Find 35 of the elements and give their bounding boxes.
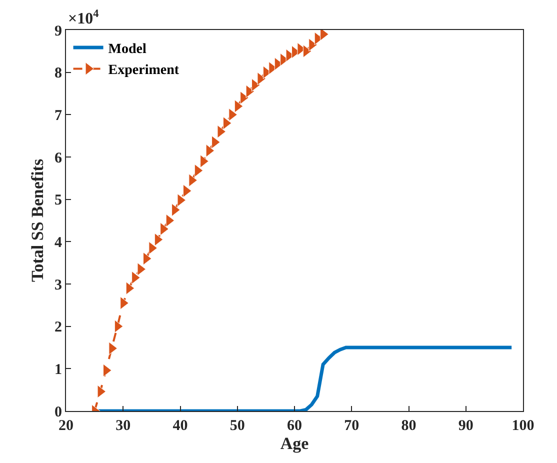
- x-axis-title: Age: [280, 434, 310, 453]
- point: [114, 320, 124, 333]
- y-tick-label: 6: [54, 150, 62, 166]
- x-tick-label: 70: [344, 418, 360, 434]
- y-tick-label: 3: [54, 277, 62, 294]
- y-tick-label: 8: [54, 66, 62, 82]
- text: ×10$^{4}$: [68, 8, 100, 28]
- point: [206, 144, 215, 158]
- y-tick-label: 4: [54, 234, 62, 251]
- y-tick-label: 1: [54, 362, 62, 378]
- x-tick-label: 30: [116, 418, 131, 434]
- legend-label: Experiment: [108, 63, 180, 78]
- point: [302, 44, 312, 58]
- point: [137, 262, 146, 276]
- y-axis-title: Total SS Benefits: [28, 158, 48, 282]
- y-tick-label: 9: [54, 23, 62, 40]
- point: [102, 364, 112, 377]
- y-tick-label: 7: [54, 108, 62, 124]
- point: [182, 184, 192, 198]
- point: [222, 116, 232, 130]
- x-tick-label: 50: [230, 418, 245, 434]
- point: [234, 100, 244, 113]
- y-tick-label: 0: [54, 404, 62, 420]
- y-tick-label: 2: [54, 320, 62, 336]
- x-tick-label: 80: [401, 418, 416, 434]
- x-tick-label: 90: [458, 418, 474, 434]
- point: [142, 252, 152, 266]
- x-tick-label: 40: [172, 418, 188, 434]
- point: [246, 84, 255, 98]
- y-tick-label: 5: [54, 192, 62, 209]
- legend-label: Model: [108, 42, 146, 57]
- x-tick-label: 20: [58, 418, 74, 434]
- x-tick-label: 100: [512, 418, 534, 434]
- point: [126, 282, 135, 295]
- x-tick-label: 60: [287, 418, 302, 434]
